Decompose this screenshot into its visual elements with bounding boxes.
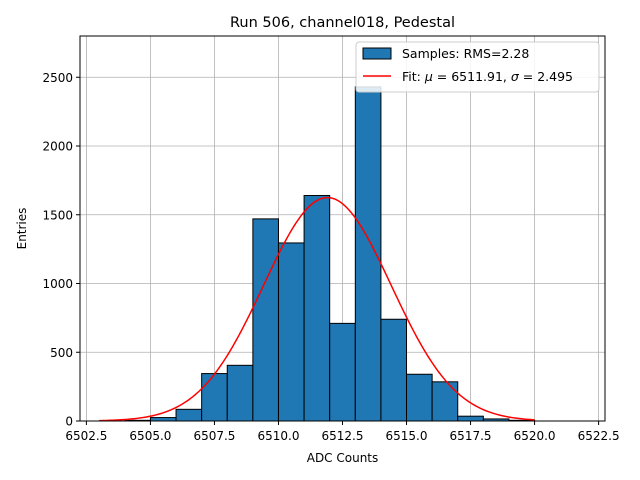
y-tick-label: 2000 xyxy=(42,140,73,154)
y-axis-label: Entries xyxy=(15,208,29,250)
histogram-bar xyxy=(380,318,408,422)
x-tick-label: 6512.5 xyxy=(322,429,364,443)
x-axis-label: ADC Counts xyxy=(307,451,379,465)
x-tick-label: 6520.0 xyxy=(514,429,556,443)
legend-bar-swatch xyxy=(362,47,392,60)
y-tick-label: 1000 xyxy=(42,277,73,291)
x-axis-ticks: 6502.5 6505.0 6507.5 6510.0 6512.5 6515.0 6517… xyxy=(65,421,620,443)
grid-lines xyxy=(80,36,605,422)
y-tick-label: 2500 xyxy=(42,71,73,85)
x-tick-label: 6517.5 xyxy=(450,429,492,443)
y-tick-label: 0 xyxy=(65,415,73,429)
y-tick-label: 1500 xyxy=(42,208,73,222)
histogram-bar xyxy=(149,417,177,422)
histogram-bar xyxy=(431,381,459,422)
histogram-bar xyxy=(201,373,228,422)
y-axis-ticks: 0 500 1000 1500 2000 2500 xyxy=(42,71,80,429)
x-tick-label: 6510.0 xyxy=(257,429,299,443)
histogram-bar xyxy=(277,242,305,422)
legend-mu-symbol: μ xyxy=(424,69,433,84)
fit-curve-layer xyxy=(99,196,535,422)
x-tick-label: 6515.0 xyxy=(386,429,428,443)
histogram-bar xyxy=(406,373,433,422)
histogram-bar xyxy=(175,408,203,422)
histogram-bar xyxy=(226,364,254,422)
legend-frame xyxy=(355,41,600,93)
x-tick-label: 6505.0 xyxy=(129,429,171,443)
legend-label-fit: Fit: μ = 6511.91, σ = 2.495 xyxy=(402,69,573,84)
x-tick-label: 6507.5 xyxy=(193,429,235,443)
x-tick-label: 6522.5 xyxy=(578,429,620,443)
x-tick-label: 6502.5 xyxy=(65,429,107,443)
legend-sigma-symbol: σ xyxy=(511,69,520,84)
histogram-bar xyxy=(457,415,484,422)
histogram-bars xyxy=(124,86,536,422)
fit-curve xyxy=(99,196,535,422)
histogram-bar xyxy=(354,86,382,422)
histogram-bar xyxy=(252,218,279,422)
chart-title: Run 506, channel018, Pedestal xyxy=(230,15,455,31)
legend-label-samples: Samples: RMS=2.28 xyxy=(402,46,529,61)
histogram-bar xyxy=(329,322,356,422)
legend: Samples: RMS=2.28 Fit: μ = 6511.91, σ = … xyxy=(355,41,600,93)
legend-mu-value: = 6511.91, xyxy=(433,69,511,84)
y-tick-label: 500 xyxy=(50,346,73,360)
legend-sigma-value: = 2.495 xyxy=(519,69,573,84)
legend-fit-prefix: Fit: xyxy=(402,69,425,84)
histogram-bar xyxy=(303,195,331,422)
